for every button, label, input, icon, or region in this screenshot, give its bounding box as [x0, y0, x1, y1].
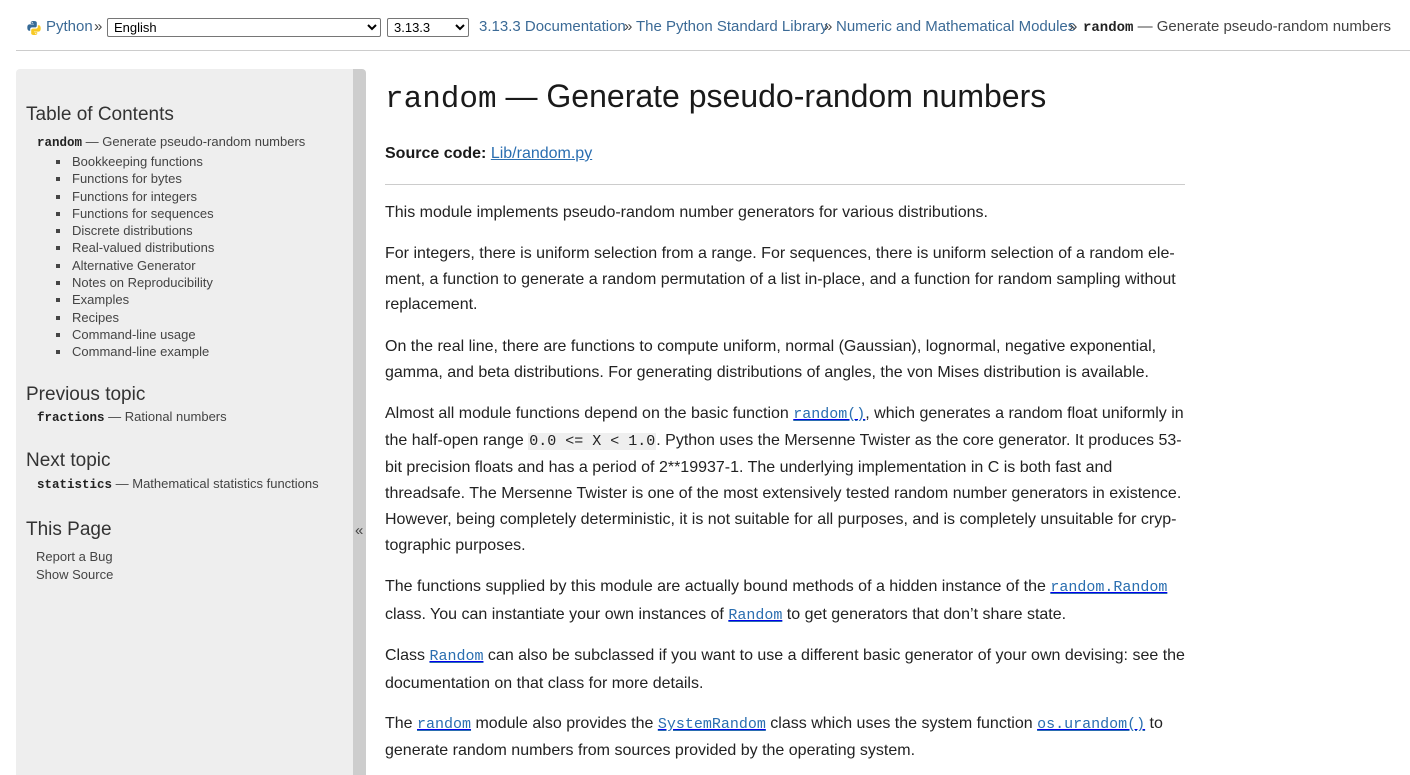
toc-link-examples[interactable]: Examples — [72, 292, 130, 308]
toc-link-cli-example[interactable]: Command-line example — [72, 344, 210, 360]
next-topic-module: statistics — [37, 478, 113, 492]
text-run: , which generates a random float uniform… — [385, 405, 1184, 449]
text-run: Class — [385, 647, 430, 664]
text-run: class. You can instantiate your own inst… — [385, 606, 729, 623]
random-class-link[interactable]: Random — [429, 647, 484, 665]
previous-topic-module: fractions — [37, 411, 105, 425]
next-topic-text: — Mathematical statistics functions — [112, 476, 319, 491]
breadcrumb-separator: » — [624, 18, 633, 35]
toc-link-cli-usage[interactable]: Command-line usage — [72, 326, 196, 342]
source-code-line: Source code: Lib/random.py — [385, 144, 592, 164]
text-run: . Python uses the Mersenne Twister as th… — [385, 432, 1182, 554]
toc-item[interactable]: Notes on Reproducibility — [56, 274, 214, 291]
text-run: to generate random numbers from sources … — [385, 715, 1163, 759]
text-run: The functions supplied by this module ar… — [385, 578, 1051, 595]
random-class-ref[interactable]: Random — [429, 648, 484, 665]
page-title-text: — Generate pseudo-random numbers — [496, 78, 1047, 114]
paragraph-subclass: Class Random can also be subclassed if y… — [385, 642, 1185, 697]
paragraph-real-line: On the real line, there are functions to… — [385, 338, 1157, 381]
collapse-chevron-icon: « — [355, 522, 364, 539]
toc-item[interactable]: Recipes — [56, 309, 214, 326]
breadcrumb-standard-library[interactable]: The Python Standard Library — [636, 18, 828, 35]
breadcrumb-separator: » — [1069, 18, 1078, 35]
toc-item[interactable]: Functions for integers — [56, 188, 214, 205]
next-topic-link[interactable]: statistics — Mathematical statistics fun… — [37, 476, 319, 493]
os-urandom-ref[interactable]: os.urandom() — [1037, 716, 1146, 733]
toc-item[interactable]: Real-valued distributions — [56, 239, 214, 256]
breadcrumb-numeric-modules[interactable]: Numeric and Mathematical Modules — [836, 18, 1076, 35]
page-title-module: random — [385, 82, 497, 117]
text-run: Almost all module functions depend on th… — [385, 405, 794, 422]
sidebar: Table of Contents random — Generate pseu… — [16, 69, 353, 775]
toc-root-module: random — [37, 136, 83, 150]
show-source-link[interactable]: Show Source — [36, 567, 114, 582]
version-select[interactable]: 3.13.3 — [387, 18, 469, 37]
paragraph-mersenne: Almost all module functions depend on th… — [385, 401, 1185, 559]
page-title: random — Generate pseudo-random numbers — [385, 76, 1046, 120]
os-urandom-link[interactable]: os.urandom() — [1037, 715, 1146, 733]
toc-heading: Table of Contents — [26, 104, 174, 125]
previous-topic-link[interactable]: fractions — Rational numbers — [37, 409, 227, 426]
this-page-heading: This Page — [26, 519, 112, 540]
top-navigation-bar: Python » English 3.13.3 3.13.3 Documenta… — [16, 0, 1410, 51]
text-run: class which uses the system function — [765, 715, 1038, 732]
breadcrumb-separator: » — [824, 18, 833, 35]
random-class-link[interactable]: Random — [728, 606, 783, 624]
toc-root-link[interactable]: random — Generate pseudo-random numbers — [37, 134, 305, 151]
text-run: The — [385, 715, 418, 732]
divider — [385, 184, 1185, 185]
systemrandom-link[interactable]: SystemRandom — [657, 715, 766, 733]
toc-link-recipes[interactable]: Recipes — [72, 309, 119, 325]
toc-link-integers[interactable]: Functions for integers — [72, 188, 198, 204]
paragraph-intro: This module implements pseudo-random num… — [385, 204, 988, 221]
python-logo-icon[interactable] — [26, 20, 42, 36]
next-topic-heading: Next topic — [26, 450, 111, 471]
random-module-ref[interactable]: random — [417, 716, 472, 733]
random-module-link[interactable]: random — [417, 715, 472, 733]
paragraph-integers: For integers, there is uniform selection… — [385, 245, 1176, 314]
report-bug-link[interactable]: Report a Bug — [36, 549, 113, 564]
random-class-ref[interactable]: Random — [728, 607, 783, 624]
breadcrumb-current-module: random — [1083, 20, 1134, 36]
previous-topic-heading: Previous topic — [26, 384, 146, 405]
toc-item[interactable]: Examples — [56, 291, 214, 308]
paragraph-system-random: The random module also provides the Syst… — [385, 711, 1185, 764]
toc-item[interactable]: Functions for sequences — [56, 205, 214, 222]
random-function-ref[interactable]: random() — [793, 406, 866, 423]
toc-link-bookkeeping[interactable]: Bookkeeping functions — [72, 154, 203, 169]
toc-link-sequences[interactable]: Functions for sequences — [72, 205, 214, 221]
text-run: can also be subclassed if you want to us… — [385, 647, 1185, 692]
toc-link-reproducibility[interactable]: Notes on Reproducibility — [72, 275, 213, 291]
toc-item[interactable]: Discrete distributions — [56, 222, 214, 239]
toc-item[interactable]: Command-line example — [56, 343, 214, 360]
sidebar-collapse-button[interactable]: « — [353, 69, 366, 775]
language-select[interactable]: English — [107, 18, 381, 37]
random-function-link[interactable]: random() — [793, 405, 866, 423]
systemrandom-ref[interactable]: SystemRandom — [657, 716, 766, 733]
source-code-link[interactable]: Lib/random.py — [490, 145, 593, 162]
text-run: to get generators that don’t share state… — [782, 606, 1067, 623]
random-random-link[interactable]: random.Random — [1050, 578, 1168, 596]
toc-item[interactable]: Functions for bytes — [56, 170, 214, 187]
python-home-link[interactable]: Python — [46, 18, 93, 35]
random-random-ref[interactable]: random.Random — [1050, 579, 1168, 596]
range-literal: 0.0 <= X < 1.0 — [528, 433, 657, 450]
toc-item[interactable]: Bookkeeping functions — [56, 153, 214, 170]
breadcrumb-current-page: random — Generate pseudo-random numbers — [1083, 17, 1391, 38]
breadcrumb-separator: » — [94, 18, 103, 35]
toc-link-alternative[interactable]: Alternative Generator — [72, 257, 196, 273]
source-code-label: Source code: — [385, 145, 487, 162]
toc-list: Bookkeeping functions Functions for byte… — [56, 153, 214, 361]
toc-link-real-valued[interactable]: Real-valued distributions — [72, 240, 215, 256]
toc-link-bytes[interactable]: Functions for bytes — [72, 171, 182, 187]
toc-item[interactable]: Alternative Generator — [56, 257, 214, 274]
previous-topic-text: — Rational numbers — [104, 409, 227, 424]
breadcrumb-documentation[interactable]: 3.13.3 Documentation — [479, 18, 626, 35]
paragraph-bound-methods: The functions supplied by this module ar… — [385, 573, 1185, 629]
breadcrumb-current-text: — Generate pseudo-random numbers — [1133, 18, 1392, 35]
toc-item[interactable]: Command-line usage — [56, 326, 214, 343]
toc-root-text: — Generate pseudo-random numbers — [82, 134, 306, 149]
toc-link-discrete[interactable]: Discrete distributions — [72, 223, 193, 239]
text-run: module also provides the — [471, 715, 658, 732]
